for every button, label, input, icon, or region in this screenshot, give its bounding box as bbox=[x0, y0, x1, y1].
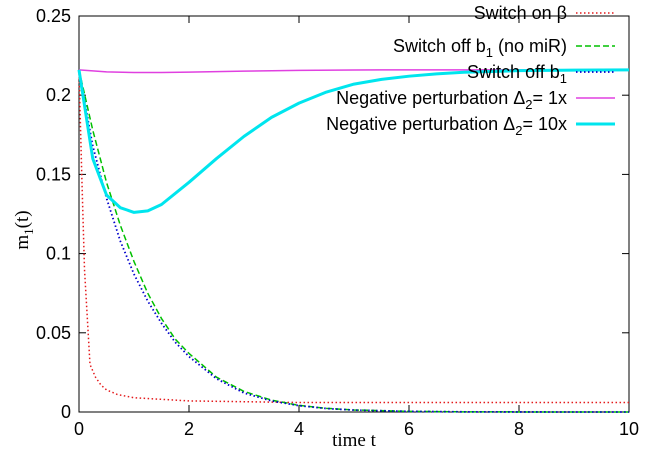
legend-label-text: Switch off b bbox=[467, 62, 560, 82]
legend-label-suffix: (no miR) bbox=[493, 36, 567, 56]
legend-label-1: Switch off b1 (no miR) bbox=[393, 36, 567, 60]
series-line-4 bbox=[77, 68, 630, 214]
x-axis-title: time t bbox=[332, 430, 377, 451]
legend-label-text: Switch on β bbox=[474, 3, 567, 23]
legend-label-sub: 2 bbox=[515, 123, 522, 138]
legend-label-text: Switch off b bbox=[393, 36, 486, 56]
x-tick-label: 8 bbox=[514, 419, 524, 439]
plot-border bbox=[78, 15, 630, 413]
x-axis: 0 2 4 6 8 10 bbox=[74, 16, 639, 439]
legend-label-suffix: = 10x bbox=[522, 114, 567, 134]
series-line-0 bbox=[78, 69, 629, 404]
series-line-2 bbox=[78, 69, 630, 413]
legend-label-sub: 1 bbox=[486, 45, 493, 60]
plot-frame bbox=[78, 15, 630, 413]
legend-label-sub: 1 bbox=[560, 71, 567, 86]
x-tick-label: 2 bbox=[184, 419, 194, 439]
legend-label-suffix: = 1x bbox=[532, 88, 567, 108]
y-axis-title: m1(t) bbox=[12, 210, 36, 249]
legend-label-3: Negative perturbation Δ2= 1x bbox=[336, 88, 567, 112]
y-tick-label: 0.1 bbox=[46, 244, 71, 264]
y-tick-label: 0.15 bbox=[36, 164, 71, 184]
legend-label-sub: 2 bbox=[525, 97, 532, 112]
y-axis-title-main: m bbox=[12, 235, 33, 250]
legend-label-2: Switch off b1 bbox=[467, 62, 567, 86]
legend-label-0: Switch on β bbox=[474, 3, 567, 23]
legend-label-text: Negative perturbation Δ bbox=[336, 88, 525, 108]
y-tick-label: 0.05 bbox=[36, 323, 71, 343]
y-axis-title-sub: 1 bbox=[21, 228, 36, 235]
y-tick-label: 0.2 bbox=[46, 85, 71, 105]
x-tick-label: 10 bbox=[619, 419, 639, 439]
y-tick-label: 0.25 bbox=[36, 6, 71, 26]
x-tick-label: 4 bbox=[294, 419, 304, 439]
legend-label-text: Negative perturbation Δ bbox=[326, 114, 515, 134]
x-tick-label: 6 bbox=[404, 419, 414, 439]
y-tick-label: 0 bbox=[61, 402, 71, 422]
y-axis: 0 0.05 0.1 0.15 0.2 0.25 bbox=[36, 6, 629, 422]
x-tick-label: 0 bbox=[74, 419, 84, 439]
legend-label-4: Negative perturbation Δ2= 10x bbox=[326, 114, 567, 138]
series-lines bbox=[77, 68, 630, 413]
series-line-3 bbox=[78, 69, 629, 74]
y-axis-title-suffix: (t) bbox=[12, 210, 33, 228]
